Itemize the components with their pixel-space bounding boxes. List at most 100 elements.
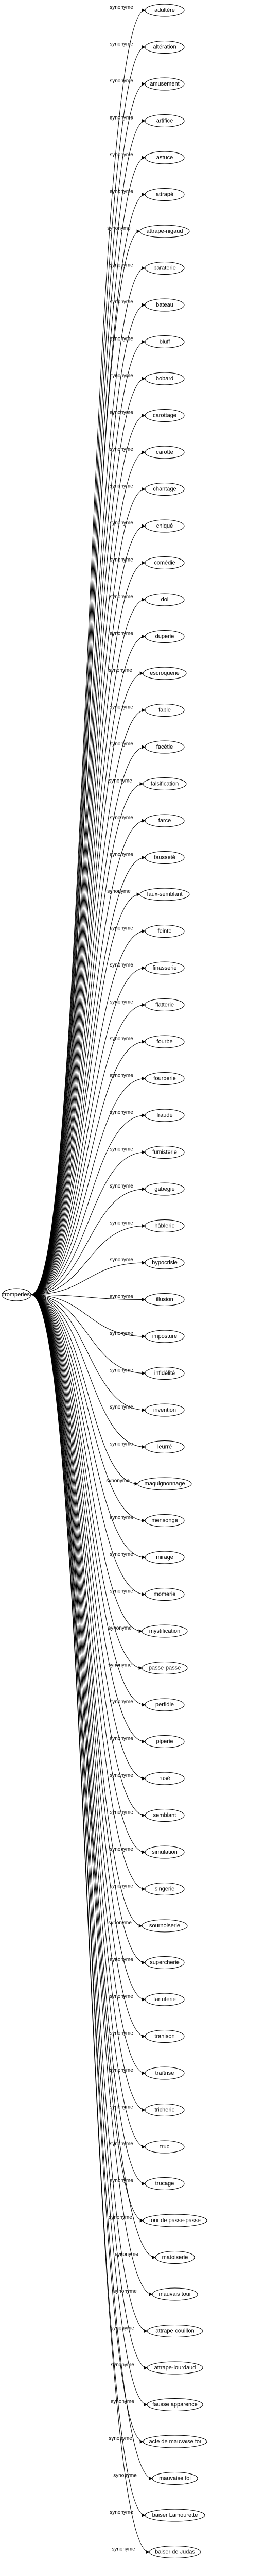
target-label-43: momerie [154,1591,176,1597]
edge-label-16: synonyme [110,594,133,600]
edge-0 [31,10,145,1295]
edge-label-14: synonyme [110,520,133,526]
edge-label-58: synonyme [110,2141,133,2147]
target-label-45: passe-passe [149,1665,181,1671]
edge-label-15: synonyme [110,557,133,563]
edge-label-66: synonyme [109,2436,132,2442]
edge-61 [31,1295,155,2258]
target-label-54: tartuferie [153,1996,175,2003]
target-label-14: chiqué [156,523,173,529]
target-label-62: mauvais tour [159,2291,191,2297]
edge-label-46: synonyme [110,1699,133,1705]
edge-label-57: synonyme [110,2105,133,2110]
target-label-4: astuce [156,155,173,161]
target-label-38: invention [153,1407,176,1413]
target-label-5: attrapé [156,191,173,197]
target-label-0: adultère [154,7,175,13]
edge-label-69: synonyme [112,2547,135,2552]
edge-label-27: synonyme [110,999,133,1005]
target-label-9: bluff [160,338,171,345]
edge-label-3: synonyme [110,115,133,121]
target-label-28: fourbe [156,1039,172,1045]
edge-label-50: synonyme [110,1846,133,1852]
target-label-25: feinte [158,928,172,934]
edge-label-13: synonyme [110,484,133,489]
target-label-63: attrape-couillon [155,2328,194,2334]
edge-label-29: synonyme [110,1073,133,1079]
edge-label-49: synonyme [110,1810,133,1816]
target-label-48: rusé [159,1775,170,1782]
target-label-39: leurré [157,1444,172,1450]
edge-label-25: synonyme [110,926,133,931]
edge-label-26: synonyme [110,962,133,968]
edge-label-22: synonyme [110,815,133,821]
edge-label-8: synonyme [110,299,133,305]
target-label-42: mirage [156,1554,173,1561]
edge-label-12: synonyme [110,447,133,452]
target-label-36: imposture [152,1333,177,1340]
edge-label-1: synonyme [110,42,133,47]
target-label-69: baiser de Judas [155,2549,195,2555]
edge-46 [31,1295,145,1705]
edge-label-61: synonyme [115,2252,138,2258]
target-label-51: singerie [155,1886,175,1892]
edge-label-18: synonyme [109,668,132,673]
target-label-19: fable [158,707,171,713]
edge-label-20: synonyme [110,741,133,747]
root-label: tromperies [3,1292,30,1298]
target-label-3: artifice [156,117,173,124]
edge-66 [31,1295,143,2442]
edge-label-34: synonyme [110,1257,133,1263]
edge-12 [31,452,145,1295]
edge-label-60: synonyme [109,2215,132,2221]
target-label-35: illusion [156,1296,173,1302]
edge-label-45: synonyme [108,1663,132,1668]
target-label-59: trucage [155,2180,174,2187]
target-label-37: infidélité [154,1370,175,1376]
edge-label-9: synonyme [110,336,133,342]
edge-label-62: synonyme [113,2289,137,2294]
target-label-24: faux-semblant [147,891,182,897]
edge-label-63: synonyme [111,2326,134,2331]
target-label-7: baraterie [153,265,175,271]
target-label-21: falsification [151,781,179,787]
target-label-68: baiser Lamourette [152,2512,198,2518]
target-label-65: fausse apparence [152,2401,197,2408]
synonym-graph: synonyme synonyme synonyme synonyme synonyme… [0,0,265,2576]
target-label-30: fraudé [156,1112,172,1118]
edge-label-10: synonyme [110,373,133,379]
edge-label-38: synonyme [110,1404,133,1410]
target-label-27: flatterie [155,1002,174,1008]
edge-label-59: synonyme [110,2178,133,2184]
target-label-17: duperie [155,633,174,639]
edge-label-47: synonyme [110,1736,133,1742]
edge-label-33: synonyme [110,1221,133,1226]
edge-label-19: synonyme [110,705,133,710]
edge-label-2: synonyme [110,78,133,84]
edge-label-37: synonyme [110,1368,133,1374]
target-label-46: perfidie [155,1702,174,1708]
target-label-50: simulation [152,1849,178,1855]
target-label-56: traîtrise [155,2070,174,2076]
edge-label-54: synonyme [110,1994,133,1999]
target-label-1: altération [153,44,176,50]
edge-label-0: synonyme [110,5,133,10]
edge-58 [31,1295,145,2147]
edge-label-4: synonyme [110,152,133,158]
target-label-13: chantage [153,486,176,492]
edge-label-67: synonyme [113,2473,137,2479]
edge-label-52: synonyme [108,1920,132,1926]
target-label-66: acte de mauvaise foi [149,2438,201,2445]
target-label-26: finasserie [152,965,176,971]
target-label-20: facétie [156,744,173,750]
edge-label-40: synonyme [106,1478,130,1484]
target-label-10: bobard [156,376,173,382]
edge-label-23: synonyme [110,852,133,858]
edge-label-5: synonyme [110,189,133,195]
target-label-41: mensonge [151,1517,178,1523]
target-label-32: gabegie [154,1186,174,1192]
edge-label-32: synonyme [110,1183,133,1189]
target-label-40: maquignonnage [145,1481,185,1487]
edge-label-56: synonyme [110,2067,133,2073]
target-label-11: carottage [153,412,176,418]
